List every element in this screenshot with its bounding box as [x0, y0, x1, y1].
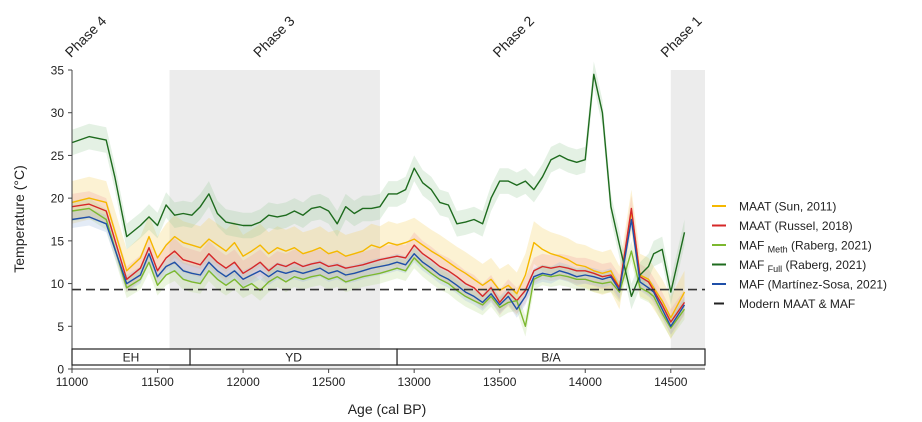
legend: MAAT (Sun, 2011) MAAT (Russel, 2018) MAF M…	[712, 200, 887, 311]
y-tick-label: 10	[51, 277, 65, 291]
uncertainty-bands-layer	[72, 61, 685, 340]
series-band-5	[72, 208, 685, 335]
series-line-2	[71, 203, 686, 323]
y-tick-label: 15	[51, 234, 65, 248]
x-tick-label: 14000	[569, 375, 603, 389]
series-line-4	[71, 73, 686, 298]
legend-label-5: MAF (Martínez-Sosa, 2021)	[739, 278, 887, 292]
legend-label-4: MAF Full (Raberg, 2021)	[739, 258, 866, 274]
period-label-1: EH	[123, 351, 140, 365]
x-tick-label: 11500	[141, 375, 174, 389]
legend-label-3: MAF Meth (Raberg, 2021)	[739, 239, 872, 255]
phase-labels-layer: Phase 4 Phase 3 Phase 2 Phase 1	[62, 12, 705, 60]
phase-label-3: Phase 2	[489, 12, 537, 60]
x-axis-label: Age (cal BP)	[348, 401, 427, 417]
phase-label-2: Phase 3	[250, 12, 298, 60]
period-box-3	[396, 348, 706, 366]
periods-bar-layer: EH YD B/A	[71, 348, 706, 366]
series-line-3	[71, 207, 686, 329]
legend-label-reference: Modern MAAT & MAF	[739, 297, 855, 311]
series-line-1	[71, 197, 686, 319]
series-line-5	[71, 216, 686, 327]
series-band-3	[72, 198, 685, 339]
y-tick-label: 30	[51, 106, 65, 120]
legend-label-1: MAAT (Sun, 2011)	[739, 200, 836, 214]
series-lines-layer	[71, 73, 686, 329]
y-tick-label: 25	[51, 149, 65, 163]
y-axis-label: Temperature (°C)	[11, 165, 27, 273]
x-tick-label: 14500	[654, 375, 688, 389]
x-tick-label: 13500	[483, 375, 517, 389]
phase-label-1: Phase 4	[62, 12, 110, 60]
y-tick-label: 20	[51, 192, 65, 206]
axes-layer: 11000 11500 12000 12500 13000 13500 14000 14500…	[51, 64, 705, 389]
y-tick-label: 5	[57, 320, 64, 334]
x-tick-label: 11000	[56, 375, 89, 389]
period-label-2: YD	[285, 351, 302, 365]
phase-shading-layer	[169, 70, 705, 369]
x-tick-label: 13000	[397, 375, 431, 389]
period-label-3: B/A	[541, 351, 560, 365]
legend-label-2: MAAT (Russel, 2018)	[739, 219, 853, 233]
y-tick-label: 35	[51, 64, 65, 78]
series-band-2	[72, 191, 685, 335]
series-band-1	[72, 176, 685, 340]
phase-label-4: Phase 1	[657, 12, 705, 60]
phase-shade-2	[169, 70, 380, 369]
x-tick-label: 12500	[312, 375, 346, 389]
x-tick-label: 12000	[226, 375, 260, 389]
y-tick-label: 0	[57, 363, 64, 377]
